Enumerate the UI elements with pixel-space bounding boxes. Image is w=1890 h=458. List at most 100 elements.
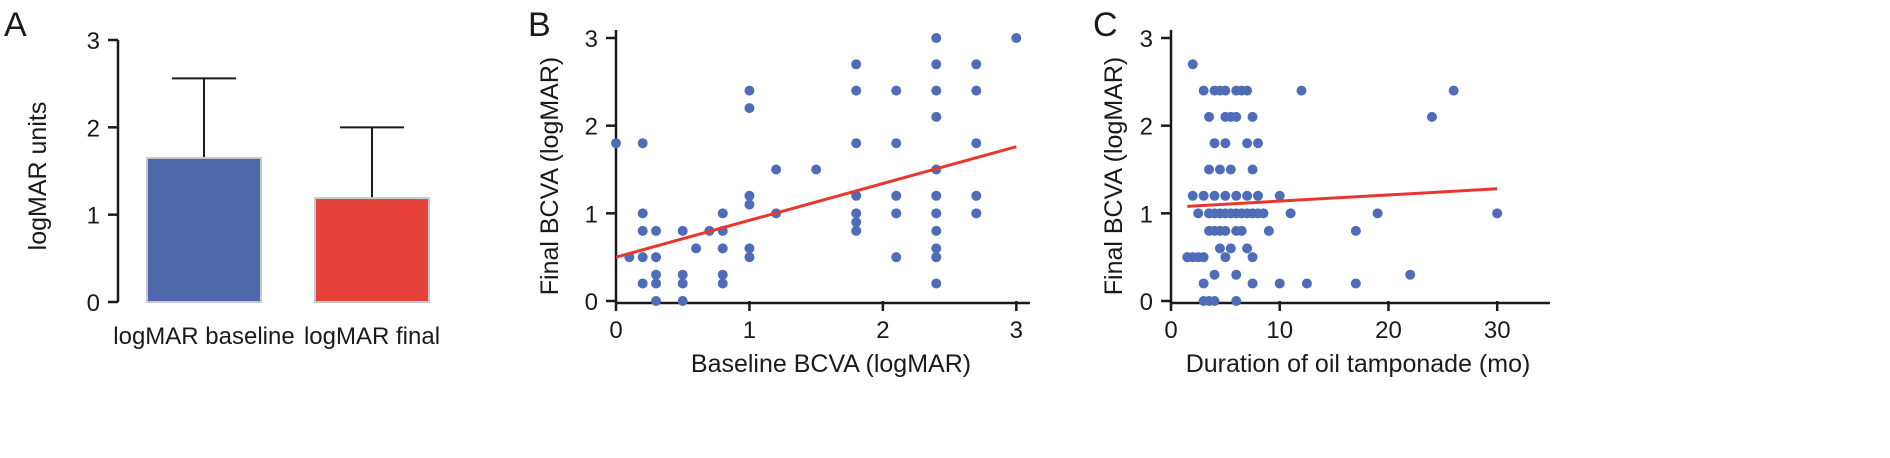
panel-c-data-point bbox=[1350, 225, 1361, 236]
panel-c-data-point bbox=[1242, 85, 1253, 96]
panel-b-data-point bbox=[971, 59, 982, 70]
panel-c-data-point bbox=[1209, 190, 1220, 201]
panel-c-data-point bbox=[1301, 278, 1312, 289]
panel-b-data-point bbox=[851, 190, 862, 201]
panel-b-data-point bbox=[931, 85, 942, 96]
panel-b-data-point bbox=[931, 225, 942, 236]
panel-b-data-point bbox=[971, 85, 982, 96]
panel-b-x-axis-label: Baseline BCVA (logMAR) bbox=[691, 350, 971, 378]
panel-c-y-tick-label: 3 bbox=[1140, 26, 1153, 53]
panel-c-data-point bbox=[1350, 278, 1361, 289]
panel-a-y-tick-label: 3 bbox=[87, 28, 100, 55]
panel-c-data-point bbox=[1204, 111, 1215, 122]
panel-b-data-point bbox=[677, 296, 688, 306]
panel-b-data-point bbox=[971, 190, 982, 201]
panel-c-data-point bbox=[1247, 111, 1258, 122]
panel-c-data-point bbox=[1198, 85, 1209, 96]
panel-b-data-point bbox=[851, 217, 862, 228]
panel-b-data-point bbox=[744, 85, 755, 96]
panel-c-data-point bbox=[1220, 85, 1231, 96]
panel-c-data-point bbox=[1247, 252, 1258, 263]
panel-b-letter: B bbox=[528, 6, 551, 44]
panel-b-data-point bbox=[891, 252, 902, 263]
panel-b-data-point bbox=[651, 296, 662, 306]
panel-c-data-point bbox=[1198, 252, 1209, 263]
panel-b-points bbox=[611, 33, 1022, 306]
panel-c-data-point bbox=[1187, 59, 1198, 70]
panel-c-x-axis-label: Duration of oil tamponade (mo) bbox=[1186, 350, 1531, 378]
panel-b-data-point bbox=[744, 103, 755, 114]
panel-b-data-point bbox=[891, 138, 902, 149]
panel-c: C Final BCVA (logMAR) Duration of oil ta… bbox=[1093, 6, 1550, 378]
panel-c-data-point bbox=[1231, 296, 1242, 306]
panel-c-data-point bbox=[1214, 164, 1225, 175]
panel-c-data-point bbox=[1220, 225, 1231, 236]
panel-b-data-point bbox=[851, 85, 862, 96]
panel-a-category-label: logMAR final bbox=[304, 323, 440, 350]
panel-b-data-point bbox=[651, 269, 662, 280]
panel-c-data-point bbox=[1225, 164, 1236, 175]
panel-b-y-tick-label: 3 bbox=[585, 26, 598, 53]
panel-b: B Final BCVA (logMAR) Baseline BCVA (log… bbox=[528, 6, 1030, 378]
panel-c-data-point bbox=[1285, 208, 1296, 219]
panel-a-y-tick-label: 1 bbox=[87, 203, 100, 230]
panel-c-regression-line bbox=[1187, 187, 1498, 208]
panel-b-data-point bbox=[891, 190, 902, 201]
panel-b-data-point bbox=[851, 225, 862, 236]
panel-b-x-tick-label: 2 bbox=[876, 317, 889, 344]
panel-b-data-point bbox=[651, 225, 662, 236]
panel-c-x-tick-label: 20 bbox=[1375, 317, 1402, 344]
panel-c-data-point bbox=[1198, 278, 1209, 289]
panel-b-data-point bbox=[931, 33, 942, 43]
panel-b-data-point bbox=[637, 252, 648, 263]
panel-a-y-tick-label: 2 bbox=[87, 115, 100, 142]
panel-c-data-point bbox=[1296, 85, 1307, 96]
panel-c-data-point bbox=[1247, 278, 1258, 289]
panel-b-data-point bbox=[811, 164, 822, 175]
panel-c-data-point bbox=[1198, 190, 1209, 201]
panel-b-y-tick-label: 0 bbox=[585, 289, 598, 316]
panel-b-data-point bbox=[744, 199, 755, 210]
panel-b-data-point bbox=[971, 208, 982, 219]
panel-b-regression-line bbox=[615, 145, 1017, 259]
panel-b-data-point bbox=[717, 269, 728, 280]
panel-c-data-point bbox=[1231, 190, 1242, 201]
panel-c-data-point bbox=[1231, 269, 1242, 280]
panel-b-data-point bbox=[637, 225, 648, 236]
panel-b-data-point bbox=[677, 225, 688, 236]
panel-b-data-point bbox=[651, 252, 662, 263]
panel-b-data-point bbox=[851, 59, 862, 70]
panel-c-data-point bbox=[1252, 190, 1263, 201]
panel-a-y-ticks: 0 1 2 3 bbox=[87, 28, 118, 317]
panel-b-data-point bbox=[891, 208, 902, 219]
panel-b-y-tick-label: 1 bbox=[585, 201, 598, 228]
panel-a-bar bbox=[146, 156, 262, 303]
panel-b-data-point bbox=[851, 208, 862, 219]
panel-c-letter: C bbox=[1093, 6, 1118, 44]
panel-c-data-point bbox=[1193, 208, 1204, 219]
panel-b-data-point bbox=[637, 138, 648, 149]
panel-c-data-point bbox=[1209, 296, 1220, 306]
panel-c-data-point bbox=[1263, 225, 1274, 236]
panel-c-data-point bbox=[1214, 243, 1225, 254]
panel-c-data-point bbox=[1220, 138, 1231, 149]
panel-b-data-point bbox=[931, 278, 942, 289]
panel-b-x-tick-label: 1 bbox=[743, 317, 756, 344]
panel-c-x-tick-label: 0 bbox=[1164, 317, 1177, 344]
panel-c-data-point bbox=[1426, 111, 1437, 122]
panel-b-data-point bbox=[637, 208, 648, 219]
panel-b-y-axis-label: Final BCVA (logMAR) bbox=[536, 57, 564, 296]
panel-c-points bbox=[1182, 59, 1503, 306]
panel-c-data-point bbox=[1209, 138, 1220, 149]
panel-b-y-tick-label: 2 bbox=[585, 114, 598, 141]
panel-b-data-point bbox=[744, 243, 755, 254]
panel-b-data-point bbox=[851, 138, 862, 149]
panel-c-data-point bbox=[1220, 252, 1231, 263]
panel-b-data-point bbox=[677, 269, 688, 280]
panel-c-y-tick-label: 2 bbox=[1140, 114, 1153, 141]
panel-c-data-point bbox=[1405, 269, 1416, 280]
panel-b-data-point bbox=[744, 190, 755, 201]
panel-c-data-point bbox=[1209, 269, 1220, 280]
panel-a-category-label: logMAR baseline bbox=[113, 323, 294, 350]
